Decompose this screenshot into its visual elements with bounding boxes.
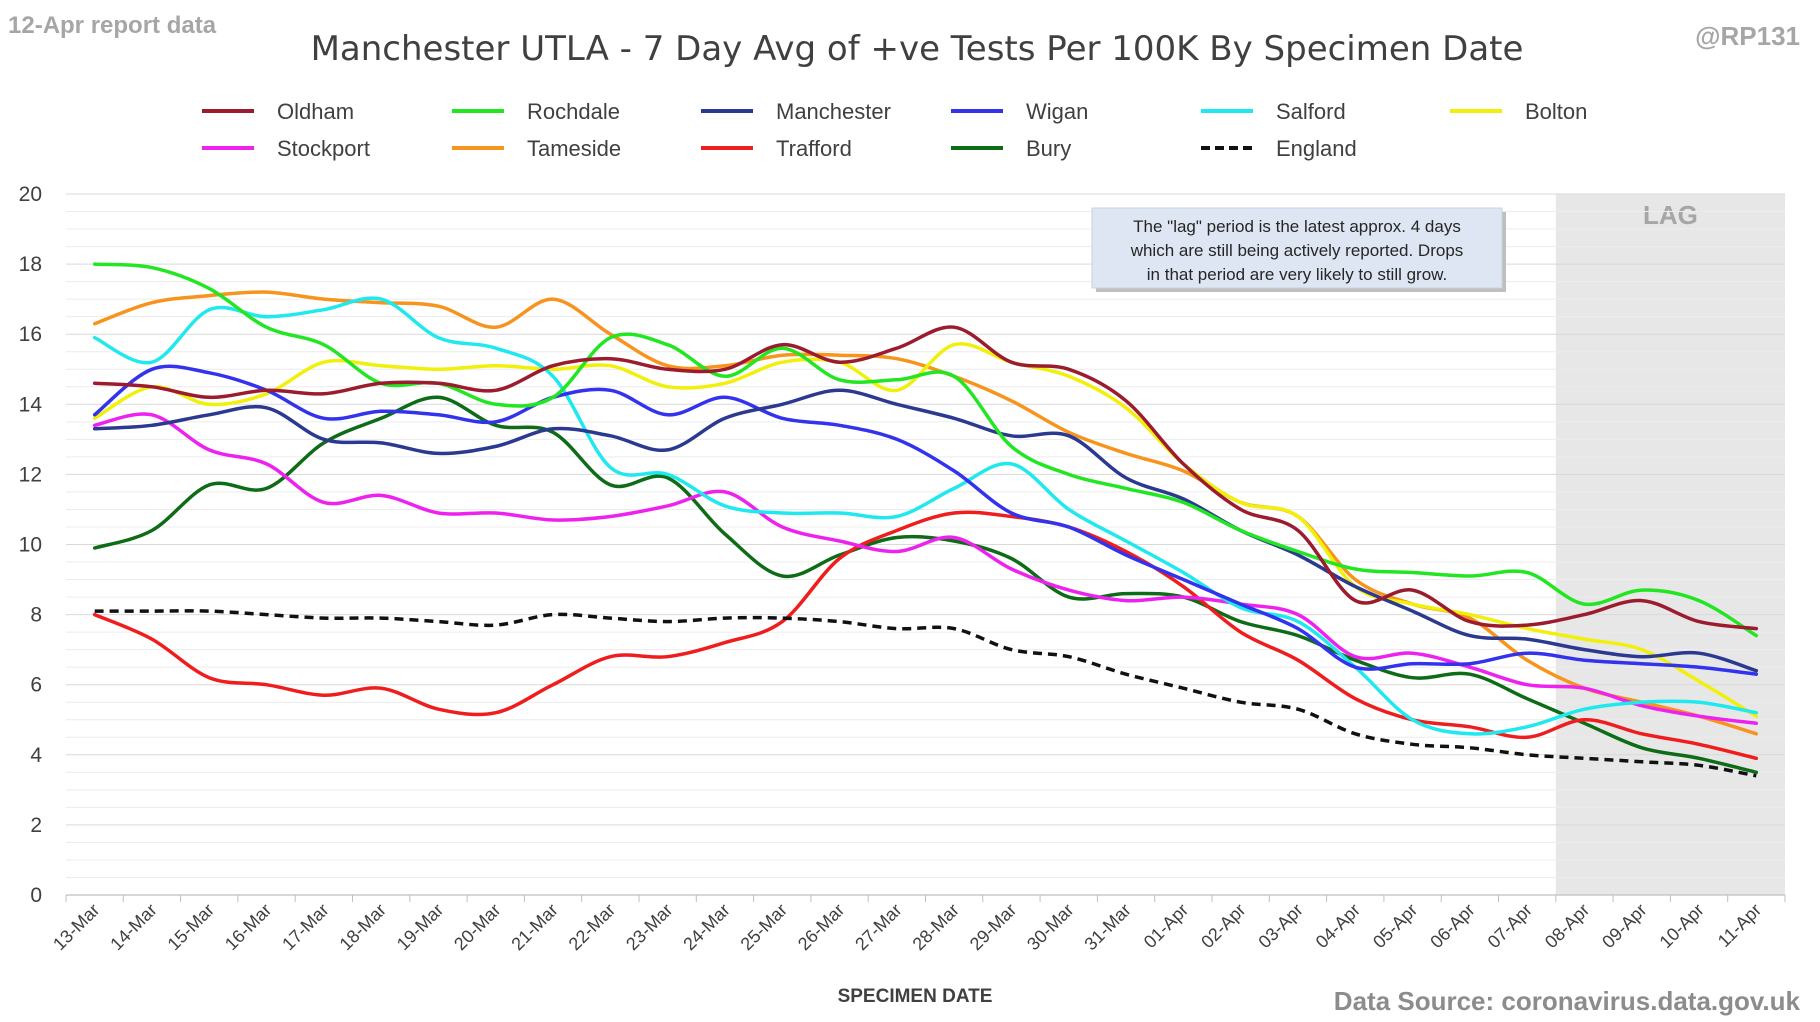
y-tick-label: 4 xyxy=(30,744,42,767)
legend-item-tameside: Tameside xyxy=(452,136,621,161)
series-line-salford xyxy=(92,296,1759,736)
legend-label: Trafford xyxy=(776,136,852,161)
legend-item-trafford: Trafford xyxy=(701,136,852,161)
legend-item-wigan: Wigan xyxy=(951,99,1088,124)
series-line-stockport xyxy=(92,412,1759,726)
y-tick-label: 6 xyxy=(30,674,42,697)
legend-label: Bolton xyxy=(1525,99,1587,124)
legend-label: Stockport xyxy=(277,136,370,161)
series-line-oldham xyxy=(92,325,1759,631)
series-line-bury xyxy=(92,395,1759,775)
legend-label: Wigan xyxy=(1026,99,1088,124)
series-line-wigan xyxy=(92,364,1759,676)
legend-label: Salford xyxy=(1276,99,1346,124)
y-tick-label: 8 xyxy=(30,604,42,627)
lag-note-box xyxy=(1091,207,1503,289)
y-tick-label: 16 xyxy=(19,323,42,346)
data-source: Data Source: coronavirus.data.gov.uk xyxy=(1334,986,1801,1016)
lag-note: The "lag" period is the latest approx. 4… xyxy=(1091,207,1506,292)
lag-note-line: in that period are very likely to still … xyxy=(1147,265,1447,284)
y-tick-label: 12 xyxy=(19,463,42,486)
legend-label: England xyxy=(1276,136,1357,161)
legend-item-manchester: Manchester xyxy=(701,99,891,124)
legend-label: Manchester xyxy=(776,99,891,124)
legend-item-bolton: Bolton xyxy=(1450,99,1587,124)
legend-item-oldham: Oldham xyxy=(202,99,354,124)
legend-item-bury: Bury xyxy=(951,136,1071,161)
series-line-manchester xyxy=(92,388,1759,673)
legend-label: Bury xyxy=(1026,136,1071,161)
y-tick-label: 20 xyxy=(19,183,42,206)
series-line-trafford xyxy=(92,510,1759,761)
lag-note-line: which are still being actively reported.… xyxy=(1130,241,1464,260)
y-tick-label: 14 xyxy=(19,393,43,416)
chart-title: Manchester UTLA - 7 Day Avg of +ve Tests… xyxy=(311,29,1524,69)
author-handle: @RP131 xyxy=(1695,21,1800,51)
legend-label: Oldham xyxy=(277,99,354,124)
y-tick-label: 10 xyxy=(19,534,42,557)
y-tick-label: 0 xyxy=(30,884,42,907)
lag-region-label: LAG xyxy=(1643,200,1698,230)
legend-label: Tameside xyxy=(527,136,621,161)
legend-item-stockport: Stockport xyxy=(202,136,370,161)
series-line-bolton xyxy=(92,342,1759,718)
legend-item-rochdale: Rochdale xyxy=(452,99,620,124)
series-line-tameside xyxy=(92,290,1759,736)
series-line-england xyxy=(94,609,1757,778)
lag-note-line: The "lag" period is the latest approx. 4… xyxy=(1133,217,1461,236)
legend-label: Rochdale xyxy=(527,99,620,124)
x-axis-label: SPECIMEN DATE xyxy=(838,986,993,1007)
legend-item-england: England xyxy=(1201,136,1357,161)
y-tick-label: 2 xyxy=(30,814,42,837)
report-label: 12-Apr report data xyxy=(8,12,217,39)
legend-item-salford: Salford xyxy=(1201,99,1346,124)
y-tick-label: 18 xyxy=(19,253,42,276)
